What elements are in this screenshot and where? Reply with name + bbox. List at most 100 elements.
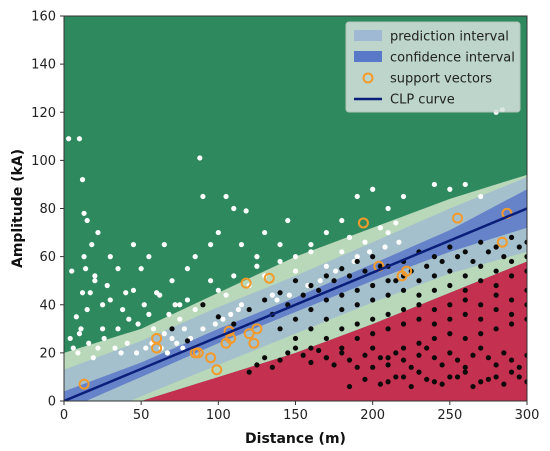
upper-points-point bbox=[223, 193, 229, 200]
upper-points-point bbox=[385, 205, 391, 212]
upper-points-point bbox=[90, 355, 96, 361]
lower-points-point bbox=[447, 244, 453, 250]
upper-points-point bbox=[161, 331, 167, 337]
lower-points-point bbox=[277, 357, 283, 363]
x-axis-label: Distance (m) bbox=[245, 431, 346, 447]
upper-points-point bbox=[323, 263, 329, 269]
legend-confidence-label: confidence interval bbox=[390, 51, 515, 66]
lower-points-point bbox=[400, 306, 407, 313]
upper-points-point bbox=[478, 193, 484, 200]
lower-points-point bbox=[385, 379, 391, 385]
legend-clp-label: CLP curve bbox=[390, 93, 455, 108]
lower-points-point bbox=[478, 302, 484, 308]
lower-points-point bbox=[246, 306, 252, 313]
lower-points-point bbox=[447, 302, 453, 308]
lower-points-point bbox=[447, 282, 453, 289]
upper-points-point bbox=[146, 254, 152, 260]
lower-points-point bbox=[393, 278, 399, 284]
lower-points-point bbox=[493, 306, 499, 313]
lower-points-point bbox=[462, 249, 468, 255]
upper-points-point bbox=[75, 350, 81, 356]
x-tick-label: 300 bbox=[515, 408, 540, 423]
upper-points-point bbox=[277, 258, 283, 265]
lower-points-point bbox=[370, 254, 376, 260]
lower-points-point bbox=[508, 369, 515, 375]
lower-points-point bbox=[385, 311, 391, 317]
upper-points-point bbox=[228, 311, 234, 317]
upper-points-point bbox=[220, 316, 226, 322]
upper-points-point bbox=[81, 254, 87, 260]
upper-points-point bbox=[99, 302, 106, 308]
lower-points-point bbox=[300, 292, 306, 298]
lower-points-point bbox=[501, 381, 507, 387]
upper-points-point bbox=[84, 306, 90, 313]
upper-points-point bbox=[308, 249, 314, 255]
lower-points-point bbox=[493, 282, 499, 289]
upper-points-point bbox=[377, 225, 383, 231]
lower-points-point bbox=[339, 350, 345, 356]
y-axis-ticks: 0 20 40 60 80 100 120 140 160 bbox=[31, 10, 64, 410]
legend-prediction-swatch bbox=[354, 30, 382, 41]
lower-points-point bbox=[354, 302, 360, 308]
support-vector-marker bbox=[192, 347, 204, 359]
lower-points-point bbox=[462, 287, 468, 293]
upper-points-point bbox=[126, 316, 132, 322]
x-tick-label: 50 bbox=[133, 408, 150, 423]
support-vector-marker bbox=[357, 217, 369, 229]
upper-points-point bbox=[89, 241, 95, 248]
lower-points-point bbox=[493, 292, 499, 298]
lower-points-point bbox=[501, 350, 507, 356]
upper-points-point bbox=[73, 314, 79, 320]
lower-class-region bbox=[141, 261, 527, 401]
support-vector-marker bbox=[496, 236, 508, 248]
lower-points-point bbox=[385, 355, 391, 361]
upper-points-point bbox=[212, 321, 218, 327]
upper-points-point bbox=[157, 292, 163, 298]
upper-points-point bbox=[269, 292, 275, 298]
lower-points-point bbox=[292, 278, 299, 284]
upper-points-point bbox=[180, 345, 186, 351]
lower-points-point bbox=[323, 355, 329, 361]
support-vector-marker bbox=[151, 332, 163, 344]
upper-points-point bbox=[83, 266, 89, 272]
upper-points-point bbox=[243, 208, 249, 214]
lower-points-point bbox=[184, 338, 191, 344]
upper-points-point bbox=[200, 193, 206, 200]
lower-points-point bbox=[308, 306, 314, 313]
upper-points-point bbox=[231, 205, 237, 212]
confidence-interval-band bbox=[64, 189, 527, 401]
upper-points-point bbox=[115, 266, 121, 272]
upper-points-point bbox=[382, 244, 388, 250]
upper-points-point bbox=[101, 335, 107, 342]
lower-points-point bbox=[462, 364, 468, 370]
upper-points-point bbox=[143, 345, 149, 351]
upper-points-point bbox=[174, 340, 180, 346]
lower-points-point bbox=[269, 364, 275, 370]
upper-points-point bbox=[286, 292, 292, 298]
upper-points-point bbox=[66, 136, 72, 142]
lower-points-point bbox=[524, 316, 527, 322]
lower-points-point bbox=[478, 263, 484, 269]
x-axis-ticks: 0 50 100 150 200 250 300 bbox=[60, 401, 540, 423]
upper-points-point bbox=[135, 321, 141, 327]
upper-points-point bbox=[118, 350, 124, 356]
upper-points-point bbox=[169, 278, 175, 284]
y-tick-label: 20 bbox=[39, 346, 56, 361]
lower-points-point bbox=[339, 292, 345, 298]
lower-points-point bbox=[524, 287, 527, 293]
upper-points-point bbox=[366, 249, 373, 255]
lower-points-point bbox=[400, 287, 407, 293]
upper-points-point bbox=[146, 311, 152, 317]
upper-points-point bbox=[84, 217, 90, 224]
upper-points-point bbox=[123, 290, 129, 296]
upper-points-point bbox=[215, 229, 221, 236]
lower-points-point bbox=[508, 258, 515, 265]
support-vector-marker bbox=[205, 352, 217, 364]
lower-points-point bbox=[439, 381, 445, 387]
lower-points-point bbox=[478, 331, 484, 337]
upper-points-point bbox=[285, 217, 291, 224]
x-tick-label: 100 bbox=[206, 408, 231, 423]
y-tick-label: 120 bbox=[31, 106, 56, 121]
support-vector-marker bbox=[225, 332, 237, 344]
legend-support-vectors-label: support vectors bbox=[390, 72, 492, 87]
